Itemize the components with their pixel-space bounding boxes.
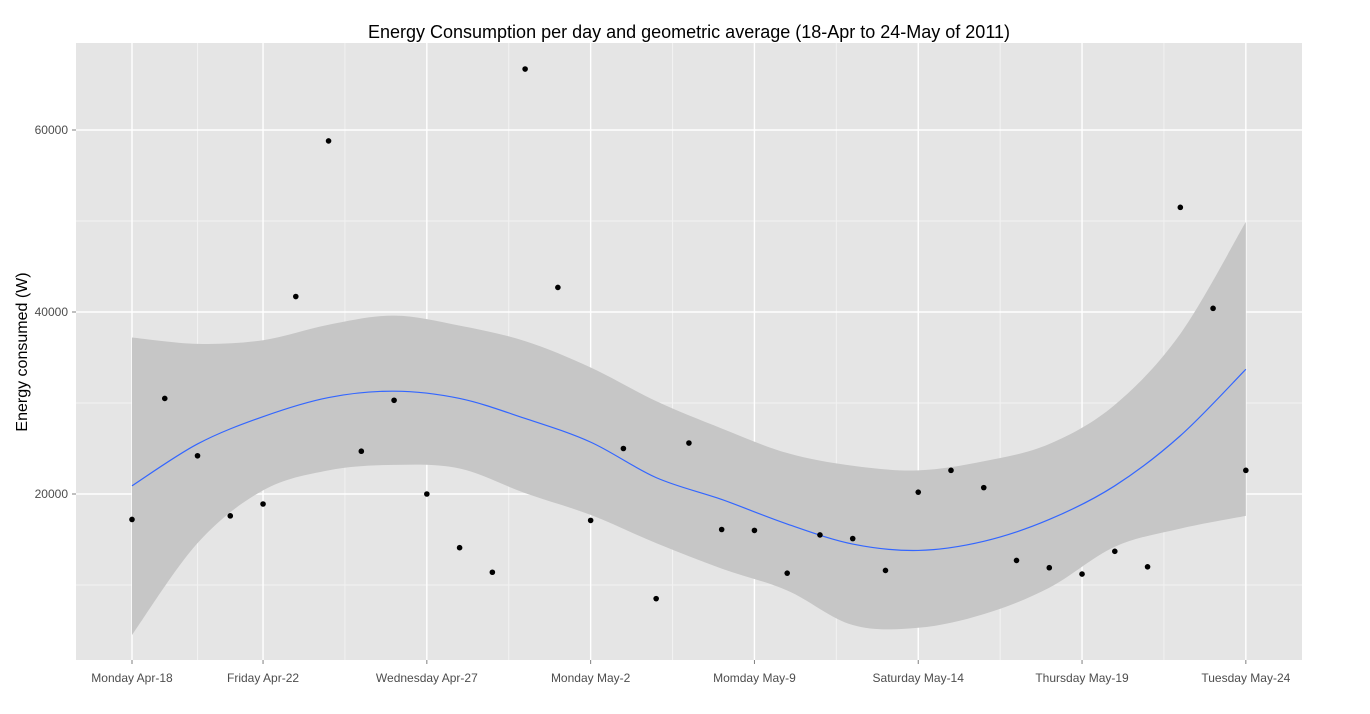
data-point (653, 595, 659, 602)
data-point (1112, 548, 1118, 555)
data-point (1144, 564, 1151, 570)
data-point (161, 395, 168, 402)
data-point (882, 567, 889, 574)
data-point (784, 570, 790, 576)
x-tick-label: Tuesday May-24 (1201, 671, 1290, 685)
x-tick-label: Monday Apr-18 (91, 671, 173, 685)
data-point (980, 484, 987, 491)
data-point (194, 452, 201, 459)
x-tick-label: Saturday May-14 (873, 671, 965, 685)
data-point (522, 66, 528, 72)
x-tick-label: Momday May-9 (713, 671, 796, 685)
data-point (227, 513, 234, 519)
x-tick-label: Friday Apr-22 (227, 671, 299, 685)
data-point (718, 526, 725, 533)
data-point (1210, 305, 1216, 312)
data-point (424, 491, 430, 497)
data-point (489, 569, 496, 576)
x-tick-label: Wednesday Apr-27 (376, 671, 478, 685)
data-point (1243, 467, 1249, 474)
data-point (948, 467, 954, 474)
data-point (129, 516, 135, 523)
confidence-ribbon (132, 221, 1246, 636)
smooth-line (131, 368, 1247, 552)
data-point (391, 397, 397, 404)
y-tick-label: 60000 (35, 123, 69, 137)
data-point (260, 501, 266, 507)
y-tick-label: 20000 (35, 487, 69, 501)
data-point (620, 445, 627, 452)
data-point (587, 517, 594, 524)
data-point (456, 544, 463, 551)
data-point (817, 532, 823, 538)
data-point (849, 535, 856, 542)
data-point (555, 284, 561, 291)
y-tick-label: 40000 (35, 305, 69, 319)
x-tick-label: Thursday May-19 (1035, 671, 1129, 685)
x-tick-label: Monday May-2 (551, 671, 631, 685)
data-point (1079, 571, 1085, 577)
data-point (325, 138, 332, 144)
chart-title: Energy Consumption per day and geometric… (367, 22, 1010, 42)
data-point (1046, 564, 1053, 571)
data-point (1177, 204, 1184, 211)
data-point (293, 293, 299, 300)
data-point (751, 527, 758, 534)
data-point (358, 448, 365, 455)
data-point (1013, 557, 1020, 564)
data-point (915, 489, 922, 495)
data-point (686, 440, 692, 446)
